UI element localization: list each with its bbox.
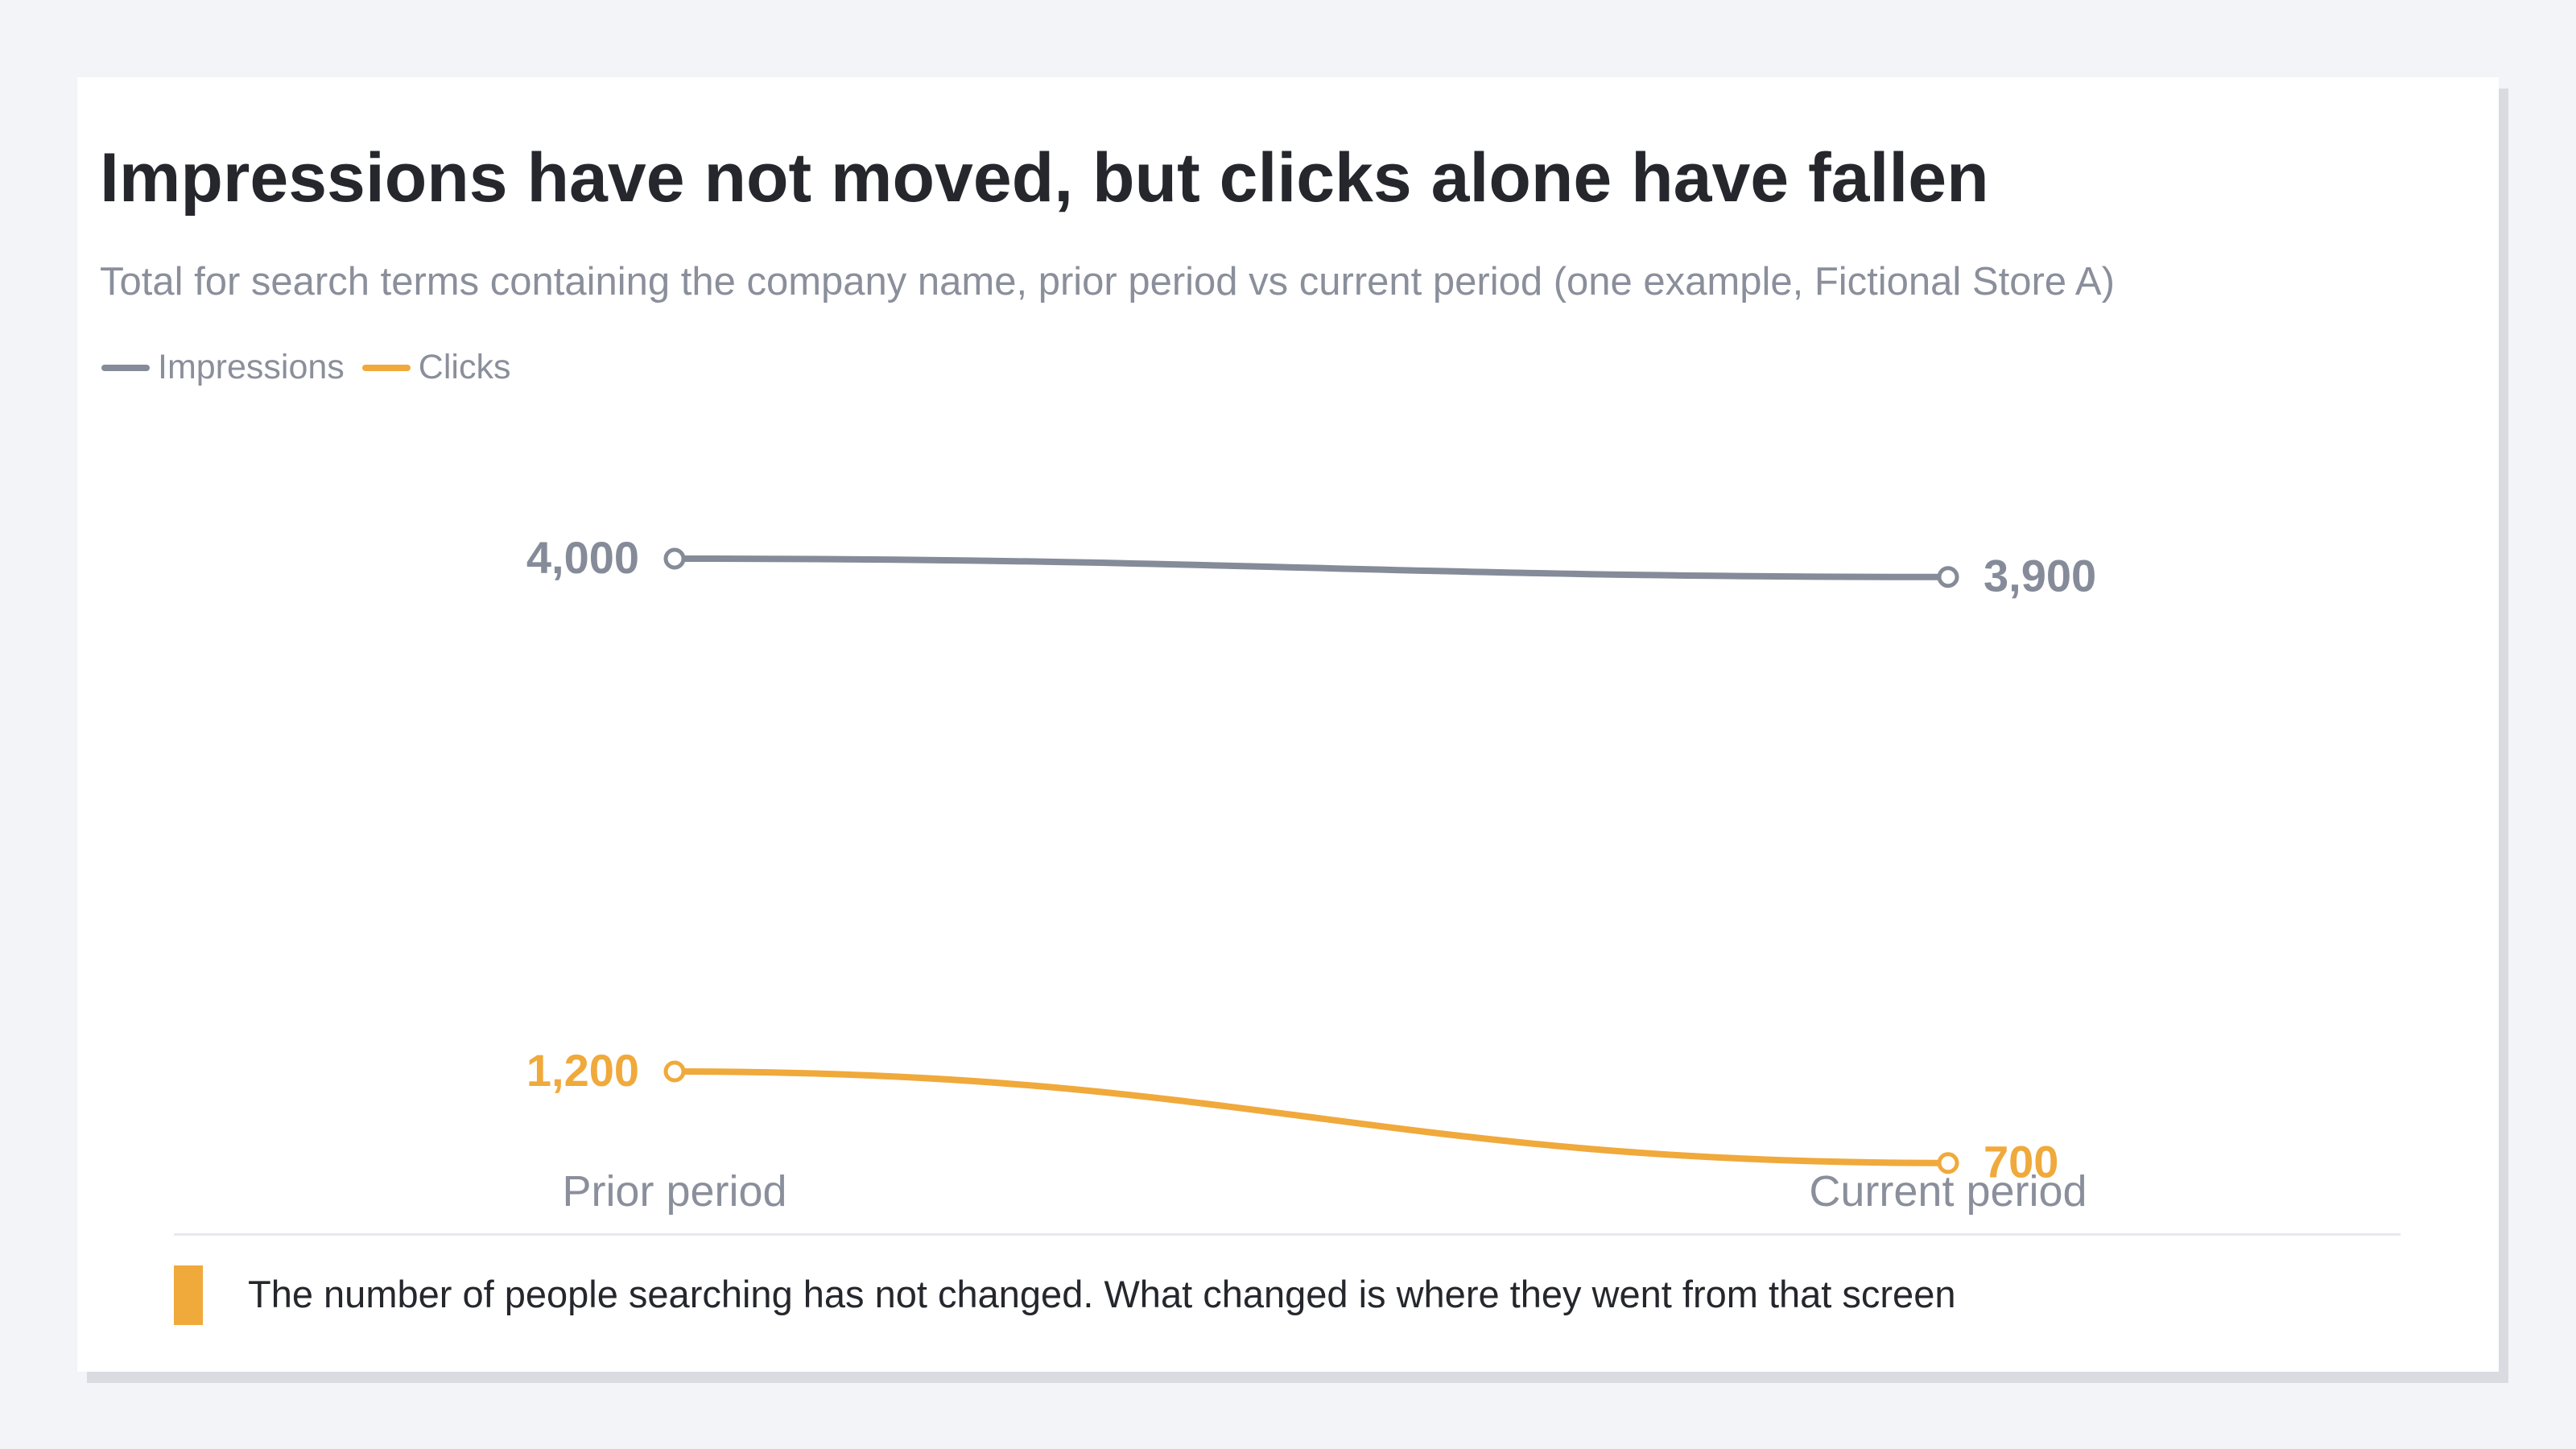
data-point-impressions-1: [1937, 566, 1959, 588]
chart-subtitle: Total for search terms containing the co…: [100, 260, 2115, 303]
data-point-impressions-0: [663, 547, 686, 570]
data-point-clicks-0: [663, 1060, 686, 1083]
data-label-clicks-0: 1,200: [526, 1045, 639, 1096]
x-tick-label-1: Current period: [1809, 1167, 2087, 1216]
data-label-impressions-1: 3,900: [1984, 551, 2096, 601]
chart-title: Impressions have not moved, but clicks a…: [100, 139, 1989, 217]
legend-swatch-impressions: [101, 364, 150, 371]
data-label-impressions-0: 4,000: [526, 532, 639, 583]
data-point-clicks-1: [1937, 1152, 1959, 1174]
legend-label-impressions: Impressions: [158, 348, 345, 386]
chart-card: [77, 77, 2499, 1372]
legend-item-clicks: Clicks: [361, 348, 511, 387]
legend-swatch-clicks: [361, 364, 411, 371]
legend: Impressions Clicks: [101, 348, 528, 387]
legend-label-clicks: Clicks: [418, 348, 511, 386]
x-tick-label-0: Prior period: [562, 1167, 786, 1216]
legend-item-impressions: Impressions: [101, 348, 345, 387]
note-accent-bar: [174, 1265, 203, 1325]
data-label-clicks-1: 700: [1984, 1137, 2058, 1187]
divider: [174, 1233, 2401, 1236]
note-text: The number of people searching has not c…: [248, 1273, 1956, 1315]
series-line-clicks: [671, 1068, 1951, 1166]
series-line-impressions: [671, 555, 1951, 580]
